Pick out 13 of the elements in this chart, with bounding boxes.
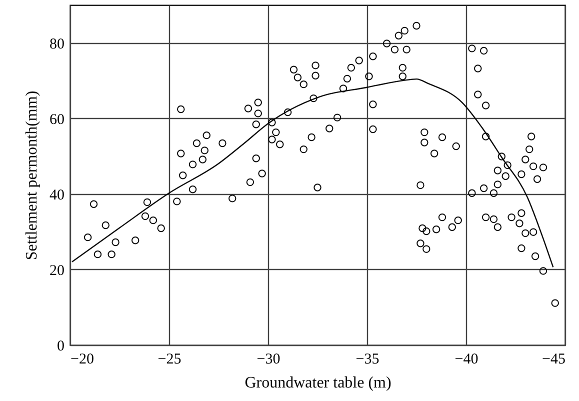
y-tick-label: 20 [50,262,64,279]
x-tick-label: −20 [70,352,94,368]
x-tick-label: −40 [454,352,478,368]
y-tick-label: 60 [50,112,64,128]
y-tick-label: 0 [57,338,64,354]
y-tick-label: 40 [50,187,64,204]
x-tick-label: −45 [542,352,566,368]
x-tick-label: −25 [158,352,182,368]
y-axis-title: Settlement permonth(mm) [24,90,40,260]
x-tick-label: −35 [356,352,380,368]
y-tick-label: 80 [50,36,64,52]
x-tick-label: −30 [256,352,280,368]
x-axis-title: Groundwater table (m) [244,374,392,392]
